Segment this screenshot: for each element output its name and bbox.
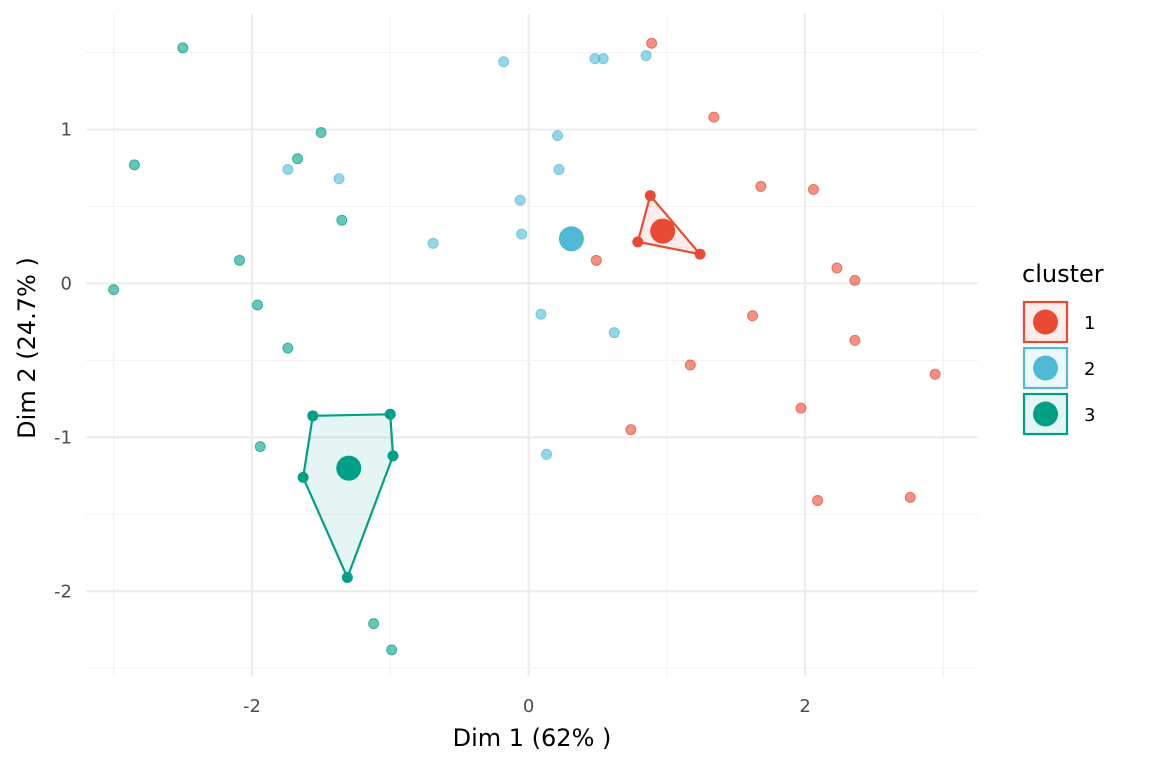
- cluster-3-point: [234, 254, 246, 266]
- cluster-3-point: [384, 408, 396, 420]
- legend-key-dot-2: [1033, 355, 1058, 381]
- cluster-3-hull: [302, 413, 395, 579]
- y-tick-label: 1: [61, 119, 72, 140]
- cluster-2-point: [608, 327, 620, 339]
- cluster-2-point: [514, 194, 526, 206]
- cluster-2-point: [597, 53, 609, 65]
- x-axis-title: Dim 1 (62% ): [453, 724, 612, 752]
- cluster-1-point: [708, 111, 720, 123]
- y-tick-label: -2: [54, 581, 72, 602]
- x-tick-label: 0: [523, 696, 534, 717]
- legend-label-2: 2: [1084, 359, 1095, 380]
- cluster-2-centroid: [558, 226, 584, 252]
- cluster-3-point: [282, 342, 294, 354]
- cluster-3-point: [386, 644, 398, 656]
- cluster-3-point: [128, 159, 140, 171]
- legend-keys: 1 2 3: [1022, 300, 1095, 436]
- cluster-1-point: [812, 494, 824, 506]
- cluster-1-point: [849, 274, 861, 286]
- legend-key-dot-1: [1033, 309, 1058, 335]
- y-tick-label: -1: [54, 427, 72, 448]
- cluster-1-point: [694, 248, 706, 260]
- cluster-2-point: [427, 237, 439, 249]
- cluster-1-point: [646, 37, 658, 49]
- cluster-3-point: [315, 127, 327, 139]
- cluster-2-point: [333, 173, 345, 185]
- legend-label-3: 3: [1084, 405, 1095, 426]
- cluster-centroids: [336, 218, 676, 481]
- cluster-3-point: [292, 153, 304, 165]
- cluster-1-point: [625, 424, 637, 436]
- cluster-2-point: [498, 56, 510, 68]
- legend-key-box-1: [1022, 300, 1069, 344]
- y-tick-label: 0: [61, 273, 72, 294]
- cluster-1-point: [755, 180, 767, 192]
- cluster-3-point: [307, 410, 319, 422]
- cluster-3-point: [297, 471, 309, 483]
- cluster-1-point: [644, 190, 656, 202]
- cluster-2-point: [516, 228, 528, 240]
- cluster-3-point: [368, 618, 380, 630]
- x-tick-label: 2: [799, 696, 810, 717]
- cluster-1-point: [929, 368, 941, 380]
- cluster-1-centroid: [650, 218, 676, 244]
- x-tick-label: -2: [243, 696, 261, 717]
- cluster-2-point: [553, 163, 565, 175]
- cluster-2-point: [282, 163, 294, 175]
- cluster-1-point: [807, 184, 819, 196]
- cluster-3-point: [254, 441, 266, 453]
- cluster-1-point: [632, 236, 644, 248]
- cluster-1-point: [684, 359, 696, 371]
- cluster-1-point: [795, 402, 807, 414]
- cluster-hulls: [302, 194, 702, 579]
- cluster-3-point: [387, 450, 399, 462]
- cluster-3-point: [177, 42, 189, 54]
- cluster-3-centroid: [336, 455, 362, 481]
- cluster-2-point: [552, 130, 564, 142]
- legend-key-dot-3: [1033, 401, 1058, 427]
- cluster-2-point: [535, 308, 547, 320]
- cluster-1-point: [747, 310, 759, 322]
- cluster-2-point: [640, 50, 652, 62]
- cluster-3-point: [108, 284, 120, 296]
- y-axis-title: Dim 2 (24.7% ): [13, 257, 41, 439]
- cluster-2-point: [541, 448, 553, 460]
- cluster-3-point: [341, 571, 353, 583]
- cluster-1-point: [849, 334, 861, 346]
- cluster-1-point: [590, 254, 602, 266]
- legend-label-1: 1: [1084, 313, 1095, 334]
- data-points: [108, 37, 941, 656]
- legend-title: cluster: [1022, 260, 1104, 288]
- legend: cluster 1 2 3: [1022, 260, 1104, 436]
- cluster-3-point: [336, 214, 348, 226]
- cluster-3-point: [251, 299, 263, 311]
- grid: [86, 14, 978, 676]
- cluster-1-point: [831, 262, 843, 274]
- axis-ticks: -2 0 2 1 0 -1 -2: [54, 119, 811, 717]
- cluster-1-point: [904, 491, 916, 503]
